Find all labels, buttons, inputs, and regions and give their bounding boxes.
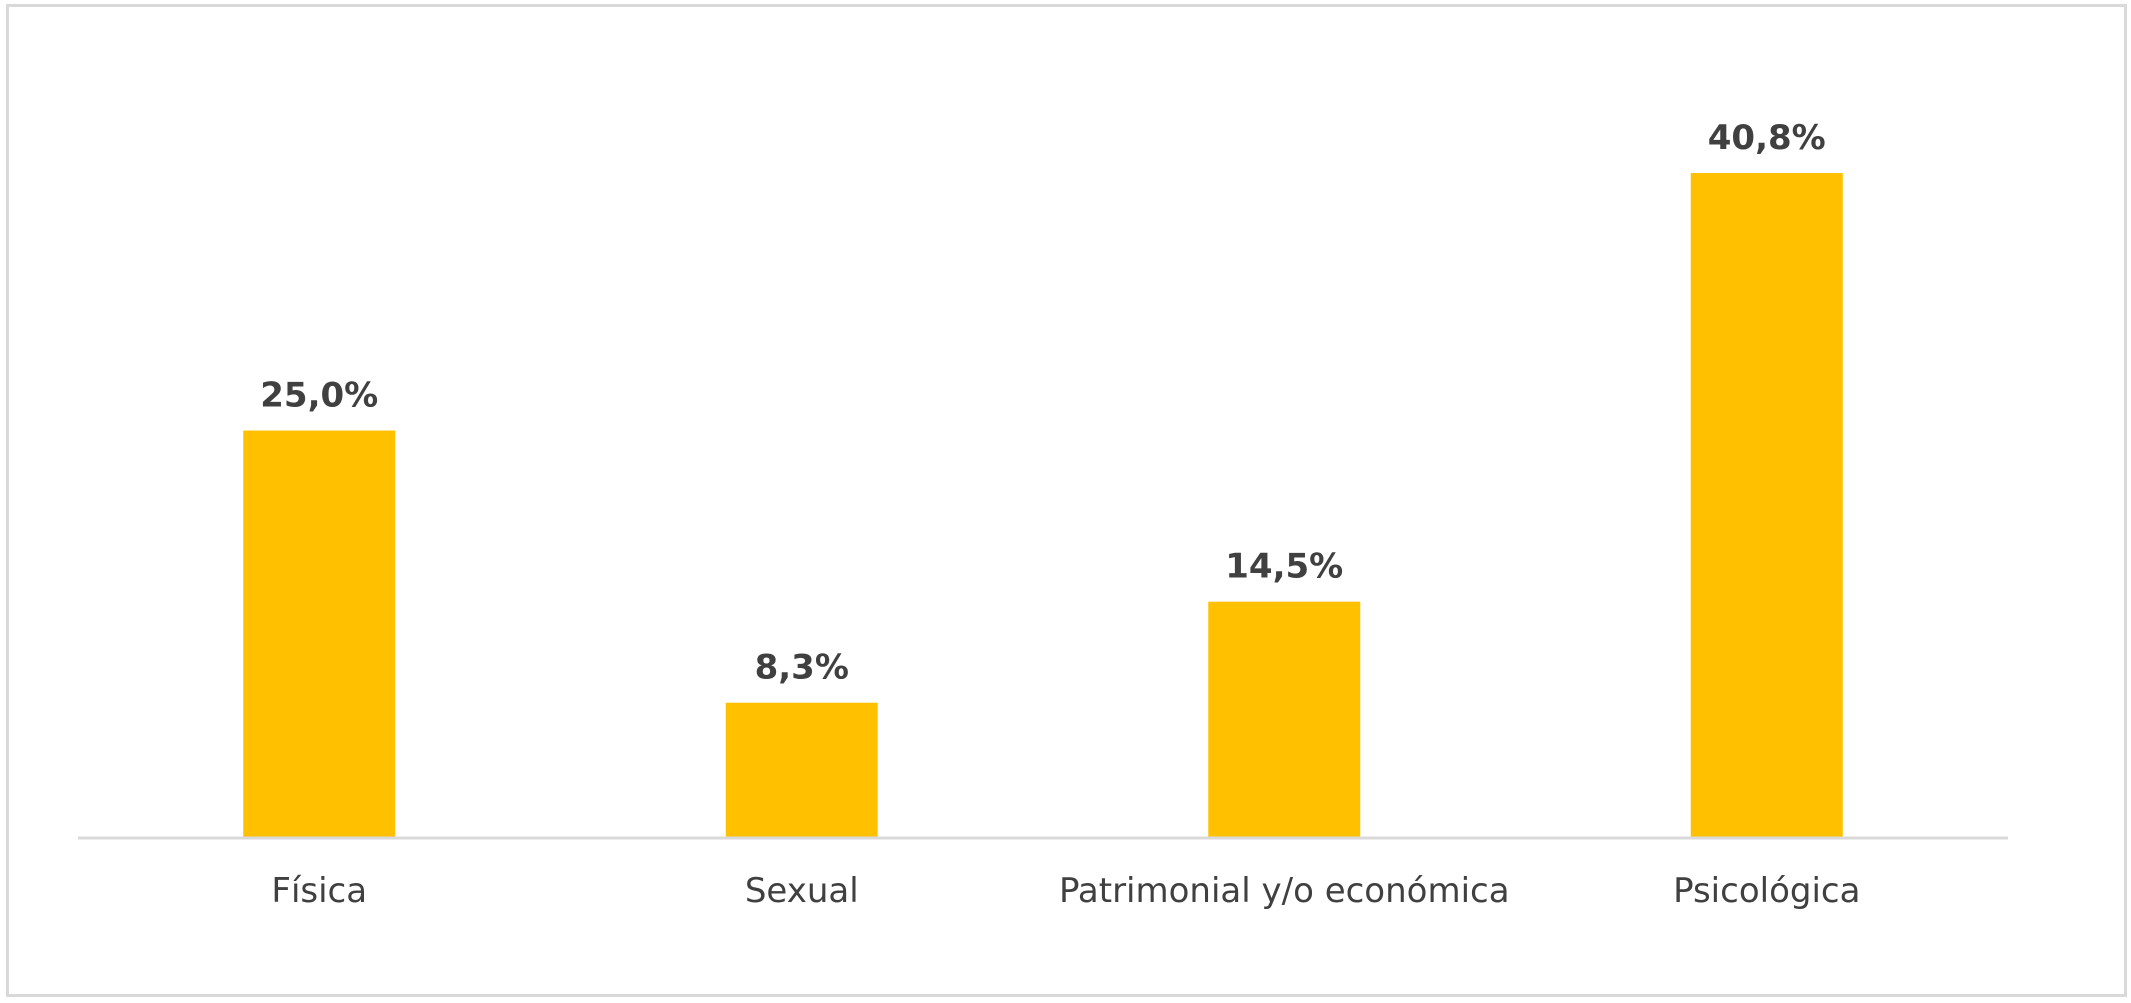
data-label: 40,8% <box>1708 118 1826 158</box>
x-tick-label: Patrimonial y/o económica <box>1059 871 1510 911</box>
data-label: 25,0% <box>260 376 378 416</box>
bars-layer <box>243 173 1843 838</box>
data-labels-layer: 25,0% 8,3% 14,5% 40,8% <box>260 118 1825 688</box>
bar <box>725 702 878 838</box>
bar <box>1208 601 1361 838</box>
bar <box>1690 173 1843 838</box>
data-label: 14,5% <box>1225 547 1343 587</box>
x-tick-label: Psicológica <box>1673 871 1860 911</box>
x-tick-label: Sexual <box>745 871 859 911</box>
data-label: 8,3% <box>755 648 849 688</box>
x-tick-labels-layer: Física Sexual Patrimonial y/o económica Psi… <box>271 871 1860 911</box>
bar <box>243 430 396 838</box>
x-tick-label: Física <box>271 871 367 911</box>
